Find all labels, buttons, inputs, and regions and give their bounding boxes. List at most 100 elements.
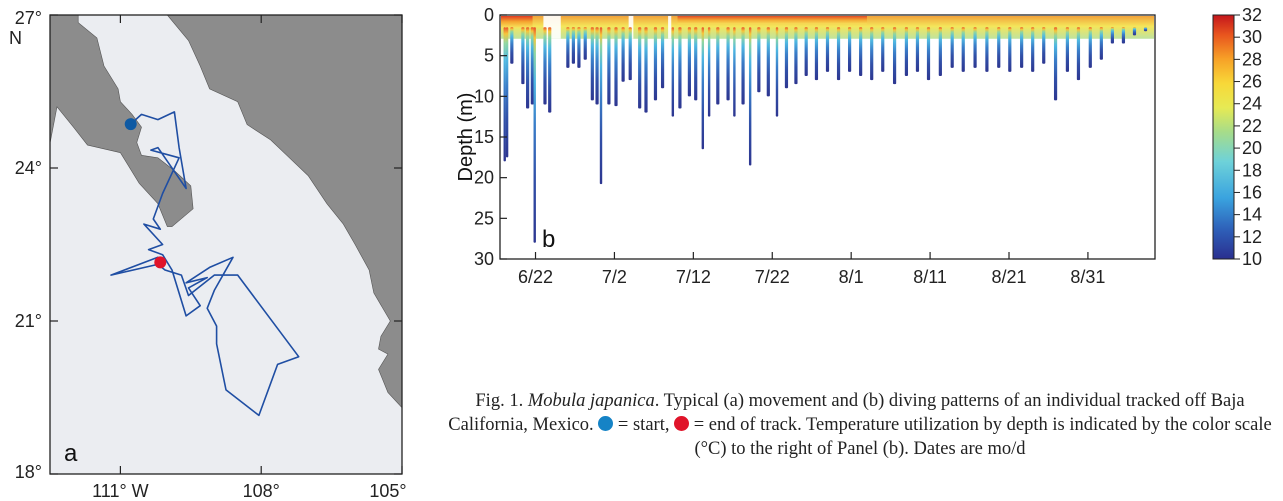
- end-dot-icon: [674, 416, 690, 431]
- lon-tick-label: 111° W: [92, 481, 149, 501]
- start-dot-icon: [598, 416, 614, 431]
- colorbar-tick-label: 14: [1242, 205, 1262, 225]
- dive-bar: [644, 27, 648, 113]
- dive-bar: [859, 27, 863, 76]
- dive-bar: [1121, 27, 1126, 44]
- dive-bar: [1065, 27, 1070, 72]
- date-tick-label: 6/22: [518, 267, 553, 287]
- dive-bar: [590, 27, 594, 101]
- date-tick-label: 7/2: [602, 267, 627, 287]
- temperature-colorbar: [1212, 14, 1235, 260]
- date-tick-label: 8/21: [991, 267, 1026, 287]
- dive-bar: [1031, 27, 1035, 72]
- caption-text-3: = start,: [613, 415, 675, 435]
- depth-tick-label: 20: [474, 168, 494, 188]
- dive-bar: [599, 27, 603, 185]
- dive-bar: [707, 27, 711, 117]
- date-tick-label: 7/12: [676, 267, 711, 287]
- dive-bar: [521, 27, 525, 85]
- lat-tick-label: 27°: [15, 8, 42, 28]
- dive-bar: [533, 27, 536, 243]
- dive-bar: [701, 27, 705, 150]
- dive-bar: [733, 27, 736, 117]
- dive-bar: [678, 27, 682, 109]
- dive-bar: [892, 27, 897, 85]
- caption-text-2: . Typical (a) movement and (b) diving pa…: [448, 391, 1245, 435]
- caption-text-4: = end of track. Temperature utilization …: [689, 415, 1272, 459]
- dive-bar: [1020, 27, 1024, 68]
- dive-bar: [825, 27, 830, 72]
- depth-tick-label: 30: [474, 249, 494, 269]
- start-marker: [124, 118, 137, 131]
- dive-bar: [653, 27, 658, 101]
- dive-bar: [1008, 27, 1012, 72]
- data-gap: [543, 16, 561, 39]
- dive-bar: [836, 27, 841, 81]
- caption-species: Mobula japanica: [527, 391, 655, 411]
- dive-bar: [973, 27, 977, 68]
- dive-bar: [607, 27, 611, 105]
- caption-text-1: Fig. 1.: [475, 391, 528, 411]
- dive-bar: [503, 27, 506, 162]
- surface-warm-band: [677, 16, 867, 25]
- depth-tick-label: 25: [474, 208, 494, 228]
- date-tick-label: 8/31: [1070, 267, 1105, 287]
- dive-bar: [926, 27, 931, 81]
- dive-bar: [766, 27, 770, 97]
- dive-bar: [571, 27, 575, 64]
- lon-tick-label: 105°: [369, 481, 406, 501]
- panel-b-label: b: [542, 226, 555, 253]
- dive-profile-chart: 0 5 10 15 20 25 30 6/22 7/2 7/12 7/22 8/1 8/11 8/21 8…: [455, 5, 1262, 287]
- dive-bar: [757, 27, 761, 93]
- colorbar-tick-label: 10: [1242, 249, 1262, 269]
- date-tick-label: 8/1: [839, 267, 864, 287]
- colorbar-tick-label: 22: [1242, 116, 1262, 136]
- lat-tick-label: 18°: [15, 462, 42, 482]
- dive-bar: [595, 27, 599, 105]
- dive-bar: [726, 27, 730, 101]
- dive-bar: [621, 27, 625, 82]
- dive-bar: [1110, 27, 1114, 44]
- colorbar-tick-label: 24: [1242, 94, 1262, 114]
- dive-bar: [671, 27, 675, 117]
- track-map: 27° 24° 21° 18° 111° W 108° 105° N a: [9, 8, 407, 501]
- dive-bar: [847, 27, 852, 72]
- dive-bar: [748, 27, 752, 166]
- dive-bar: [775, 27, 779, 117]
- dive-bar: [904, 27, 909, 76]
- dive-bar: [814, 27, 819, 81]
- colorbar-tick-label: 18: [1242, 160, 1262, 180]
- figure-caption: Fig. 1. Mobula japanica. Typical (a) mov…: [440, 389, 1280, 461]
- dive-bar: [1088, 27, 1092, 68]
- dive-bar: [638, 27, 642, 109]
- colorbar-tick-label: 12: [1242, 227, 1262, 247]
- dive-bar: [1099, 27, 1103, 60]
- panel-a-label: a: [64, 440, 78, 467]
- colorbar-tick-label: 28: [1242, 49, 1262, 69]
- depth-axis-label: Depth (m): [455, 93, 477, 182]
- dive-bar: [961, 27, 965, 72]
- date-tick-label: 8/11: [913, 267, 947, 287]
- colorbar-tick-label: 26: [1242, 72, 1262, 92]
- dive-bar: [985, 27, 989, 72]
- colorbar-tick-label: 30: [1242, 27, 1262, 47]
- dive-bar: [628, 27, 632, 81]
- dive-bar: [614, 27, 618, 107]
- depth-tick-label: 15: [474, 127, 494, 147]
- dive-bar: [1143, 27, 1148, 32]
- surface-warm-band: [501, 16, 533, 28]
- dive-bar: [1042, 27, 1046, 64]
- lat-unit-label: N: [9, 28, 22, 48]
- dive-bar: [741, 27, 745, 105]
- dive-bar: [583, 27, 587, 60]
- dive-bar: [577, 27, 581, 68]
- data-gap: [668, 16, 672, 39]
- colorbar-tick-label: 32: [1242, 5, 1262, 25]
- dive-bar: [543, 27, 547, 105]
- depth-tick-label: 0: [484, 5, 494, 25]
- dive-bar: [881, 27, 885, 72]
- lat-tick-label: 21°: [15, 311, 42, 331]
- dive-bar: [530, 27, 534, 105]
- dive-bar: [794, 27, 798, 85]
- dive-bar: [784, 27, 789, 89]
